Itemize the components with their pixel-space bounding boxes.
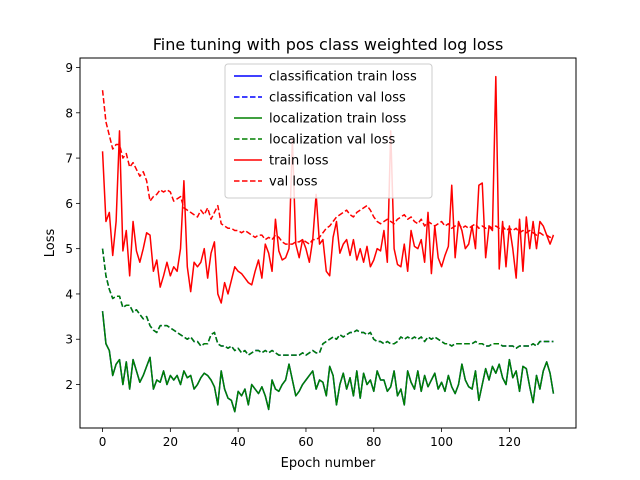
x-tick-label: 100: [430, 435, 453, 449]
legend-label-classification-val-loss: classification val loss: [269, 91, 406, 106]
legend-label-localization-train-loss: localization train loss: [269, 112, 406, 127]
series-line-localization-val-loss: [101, 248, 554, 356]
legend-box: [224, 63, 433, 199]
series-line-classification-train-loss: [101, 311, 555, 413]
series-line-classification-val-loss: [101, 248, 554, 356]
plot-lines: [101, 75, 555, 413]
series-line-localization-train-loss: [101, 311, 555, 413]
y-axis: 2 3 4 5 6 7 8 9: [65, 61, 80, 392]
y-tick-label: 4: [65, 287, 73, 301]
series-line-val-loss: [101, 90, 554, 245]
x-tick-label: 120: [498, 435, 521, 449]
x-axis-label: Epoch number: [281, 456, 376, 471]
legend-label-classification-train-loss: classification train loss: [269, 70, 417, 85]
legend-label-val-loss: val loss: [269, 175, 318, 190]
legend: classification train loss classification …: [224, 63, 433, 199]
chart-title: Fine tuning with pos class weighted log …: [153, 35, 504, 54]
x-tick-label: 40: [231, 435, 246, 449]
x-tick-label: 60: [298, 435, 313, 449]
x-tick-label: 0: [99, 435, 107, 449]
y-axis-label: Loss: [43, 229, 58, 258]
x-axis: 0 20 40 60 80 100 120: [99, 428, 521, 449]
y-tick-label: 7: [65, 152, 73, 166]
y-tick-label: 6: [65, 197, 73, 211]
y-tick-label: 5: [65, 242, 73, 256]
y-tick-label: 8: [65, 106, 73, 120]
y-tick-label: 2: [65, 378, 73, 392]
legend-label-localization-val-loss: localization val loss: [269, 133, 395, 148]
x-tick-label: 80: [366, 435, 381, 449]
series-line-train-loss: [101, 75, 555, 304]
plot-frame: [79, 57, 577, 429]
y-tick-label: 9: [65, 61, 73, 75]
legend-label-train-loss: train loss: [269, 154, 329, 169]
y-tick-label: 3: [65, 333, 73, 347]
x-tick-label: 20: [163, 435, 178, 449]
